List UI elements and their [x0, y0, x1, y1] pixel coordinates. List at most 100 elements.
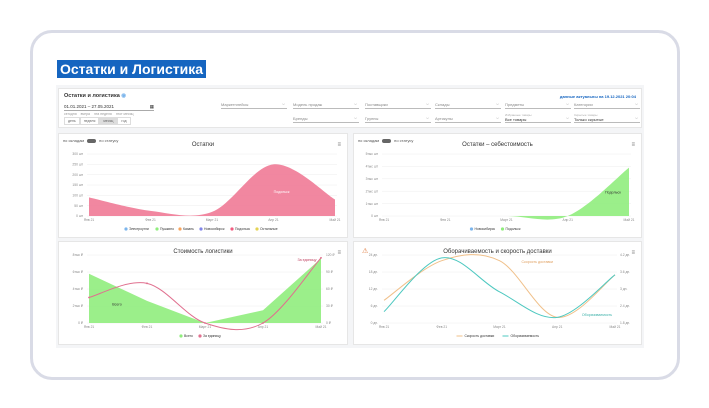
page-title: Остатки и Логистика	[57, 60, 207, 78]
menu-icon[interactable]: ≡	[337, 142, 341, 148]
chart-stock: по складам по статусу ≡ Остатки 0 шт 50 шт 100…	[58, 133, 348, 238]
x-tick-label: Янв 21	[84, 325, 95, 329]
data-label: За единицу	[297, 258, 316, 262]
filter-label: Модель продаж	[293, 102, 323, 107]
x-tick-label: Март 21	[206, 218, 219, 222]
period-месяц[interactable]: месяц	[99, 117, 118, 125]
x-tick-label: Фев 21	[145, 218, 156, 222]
y-tick-label: 150 шт	[72, 183, 83, 187]
data-point	[320, 256, 322, 259]
date-preset[interactable]: этот месяц	[115, 112, 134, 116]
chevron-down-icon: ⌵	[495, 115, 499, 120]
svg-text:Скорость доставки: Скорость доставки	[465, 334, 495, 338]
legend-item[interactable]: Электроугли	[124, 227, 149, 231]
filter-label: Категории	[574, 102, 593, 107]
legend-item[interactable]: Оборачиваемость	[502, 334, 540, 338]
x-tick-label: Янв 21	[84, 218, 95, 222]
legend-item[interactable]: Пушкино	[155, 227, 174, 231]
filter-select[interactable]: Категории ⌵	[574, 99, 640, 109]
filter-select[interactable]: Модель продаж ⌵	[293, 99, 359, 109]
svg-text:Всего: Всего	[184, 334, 193, 338]
filter-select[interactable]: Маркетплейсы ⌵	[221, 99, 287, 109]
legend-item[interactable]: Казань	[178, 227, 194, 231]
data-label: Подольск	[605, 191, 621, 195]
legend-item[interactable]: За единицу	[198, 334, 221, 338]
y-tick-label: 100 шт	[72, 194, 83, 198]
svg-text:За единицу: За единицу	[203, 334, 221, 338]
filter-label: Избранные товары	[505, 113, 532, 117]
legend: Скорость доставки Оборачиваемость	[456, 334, 540, 338]
data-label: Всего	[112, 302, 121, 306]
chevron-down-icon: ⌵	[281, 101, 285, 106]
calendar-icon[interactable]: ▦	[149, 104, 154, 109]
filter-select[interactable]: Бренды ⌵	[293, 113, 359, 123]
filter-select[interactable]: Склады ⌵	[435, 99, 501, 109]
filter-select[interactable]: Поставщики ⌵	[365, 99, 431, 109]
filter-select[interactable]: Скрытые товары Только скрытые ⌵	[574, 113, 640, 123]
toggle-left-label: по складам	[63, 138, 85, 143]
eye-icon: ◉	[121, 93, 127, 99]
y-tick-label: 1тыс шт	[366, 202, 379, 206]
y-tick-label: 12 дн.	[369, 287, 378, 291]
menu-icon[interactable]: ≡	[337, 250, 341, 256]
y2-tick-label: 30 ₽	[326, 304, 333, 308]
chevron-down-icon: ⌵	[565, 101, 569, 106]
chevron-down-icon: ⌵	[425, 101, 429, 106]
legend-item[interactable]: Новосибирск	[199, 227, 225, 231]
date-range-value: 01.01.2021 – 27.05.2021	[64, 104, 115, 109]
y-tick-label: 8тыс ₽	[73, 253, 83, 257]
date-preset[interactable]: сегодня	[64, 112, 77, 116]
toggle-switch[interactable]	[382, 138, 392, 143]
date-preset[interactable]: вчера	[80, 112, 91, 116]
filter-label: Предметы	[505, 102, 525, 107]
svg-text:Электроугли: Электроугли	[129, 227, 149, 231]
period-неделя[interactable]: неделя	[79, 117, 100, 125]
y-tick-label: 250 шт	[72, 163, 83, 167]
chevron-down-icon: ⌵	[634, 115, 638, 120]
warning-icon: ⚠	[362, 248, 369, 255]
svg-text:Пушкино: Пушкино	[160, 227, 174, 231]
chevron-down-icon: ⌵	[353, 115, 357, 120]
menu-icon[interactable]: ≡	[631, 250, 635, 256]
legend-item[interactable]: Подольск	[230, 227, 250, 231]
period-год[interactable]: год	[117, 117, 131, 125]
menu-icon[interactable]: ≡	[631, 142, 635, 148]
y2-tick-label: 2.4 дн.	[620, 304, 630, 308]
period-день[interactable]: день	[64, 117, 80, 125]
svg-text:Подольск: Подольск	[506, 227, 521, 231]
x-tick-label: Апр 21	[258, 325, 269, 329]
y-tick-label: 2тыс шт	[366, 189, 379, 193]
legend-item[interactable]: Скорость доставки	[456, 334, 495, 338]
y2-tick-label: 0 ₽	[326, 321, 331, 325]
chart-logistics-cost: ≡ Стоимость логистики 0 ₽ 2тыс ₽ 4тыс ₽ 6тыс …	[58, 241, 348, 345]
svg-text:Новосибирск: Новосибирск	[475, 227, 496, 231]
date-preset[interactable]: эта неделя	[94, 112, 112, 116]
svg-text:Остальные: Остальные	[260, 227, 278, 231]
toggle-switch[interactable]	[87, 138, 97, 143]
filter-select[interactable]: Предметы ⌵	[505, 99, 571, 109]
y2-tick-label: 4.2 дн.	[620, 253, 630, 257]
chart-title: Остатки – себестоимость	[462, 142, 533, 148]
filter-label: Скрытые товары	[574, 113, 598, 117]
group-toggle[interactable]: по складам по статусу	[358, 138, 413, 143]
chart-svg: Остатки 0 шт 50 шт 100 шт 150 шт 200 шт 250 шт…	[72, 142, 340, 231]
group-toggle[interactable]: по складам по статусу	[63, 138, 118, 143]
series-line	[383, 254, 616, 318]
data-point	[146, 282, 148, 285]
filter-select[interactable]: Артикулы ⌵	[435, 113, 501, 123]
filter-select[interactable]: Избранные товары Все товары ⌵	[505, 113, 571, 123]
y-tick-label: 6тыс ₽	[73, 270, 83, 274]
y-tick-label: 0 дн.	[371, 321, 378, 325]
legend-item[interactable]: Остальные	[255, 227, 278, 231]
chart-title: Оборачиваемость и скорость доставки	[443, 249, 552, 255]
data-point	[204, 322, 206, 324]
legend-item[interactable]: Всего	[179, 334, 193, 338]
x-tick-label: Фев 21	[142, 325, 153, 329]
legend-item[interactable]: Подольск	[500, 227, 521, 231]
legend-item[interactable]: Новосибирск	[469, 227, 496, 231]
filter-select[interactable]: Группы ⌵	[365, 113, 431, 123]
chart-title: Остатки	[192, 142, 214, 148]
y-tick-label: 4тыс шт	[366, 165, 379, 169]
filter-label: Склады	[435, 102, 450, 107]
date-range-input[interactable]: 01.01.2021 – 27.05.2021 ▦	[64, 104, 154, 111]
